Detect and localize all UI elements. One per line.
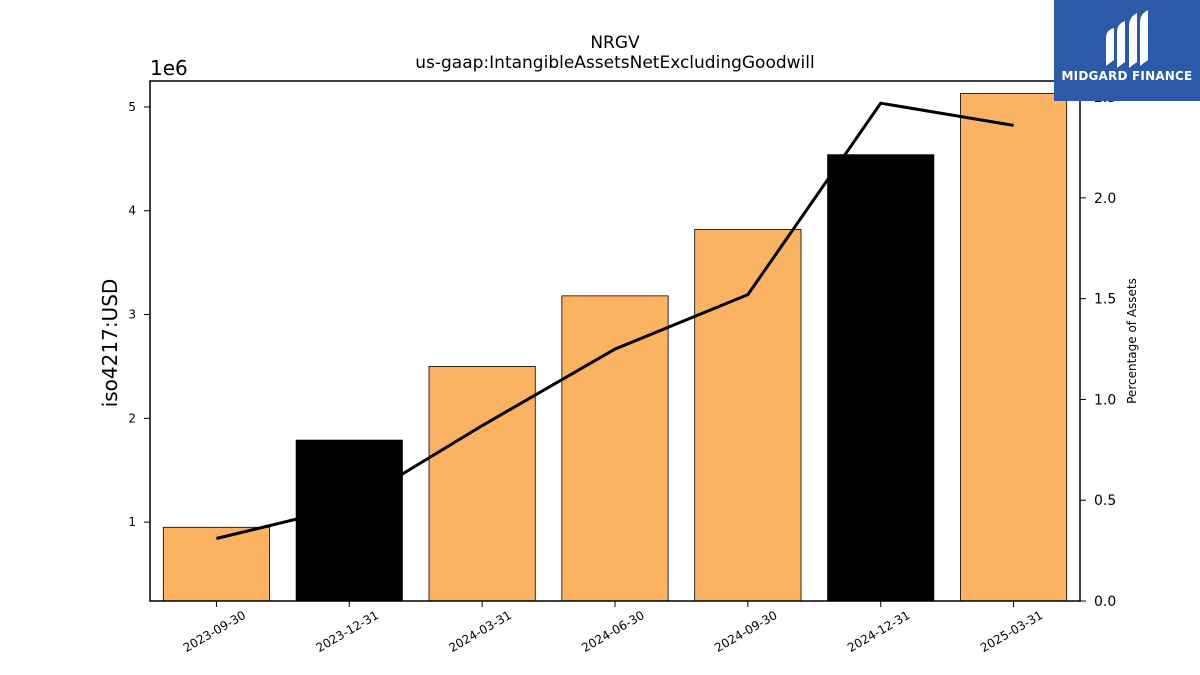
logo-text: MIDGARD FINANCE [1061,69,1193,83]
bar-2023-12-31 [295,439,403,602]
y2-tick-label: 0.5 [1094,493,1116,509]
y-tick-label: 1 [128,515,136,529]
logo-mark-icon [1106,10,1148,68]
bar-2024-12-31 [827,154,935,602]
y2-tick-label: 2.0 [1094,191,1116,207]
y2-tick-label: 0.0 [1094,594,1116,610]
line-layer [216,101,1014,540]
x-tick-label: 2024-09-30 [712,608,779,655]
y2-tick-label: 1.0 [1094,392,1116,408]
x-tick-label: 2023-09-30 [181,608,248,655]
y-axis-label: iso4217:USD [98,279,122,408]
y2-tick-label: 1.5 [1094,292,1116,308]
y-tick-label: 5 [128,100,136,114]
midgard-finance-logo: MIDGARD FINANCE [1054,0,1200,101]
x-tick-label: 2025-03-31 [978,608,1045,655]
chart-subtitle: us-gaap:IntangibleAssetsNetExcludingGood… [415,53,814,73]
y-offset-label: 1e6 [150,56,188,80]
x-tick-label: 2024-06-30 [579,608,646,655]
x-tick-label: 2024-03-31 [446,608,513,655]
bar-2024-09-30 [694,229,802,602]
bar-2023-09-30 [162,526,270,602]
x-tick-label: 2024-12-31 [845,608,912,655]
y-tick-label: 4 [128,204,136,218]
y-tick-label: 2 [128,411,136,425]
bars-layer [162,93,1068,602]
bar-2024-03-31 [428,366,536,602]
x-tick-label: 2023-12-31 [314,608,381,655]
y-tick-label: 3 [128,308,136,322]
bar-2025-03-31 [960,93,1068,602]
bar-2024-06-30 [561,295,669,602]
y2-axis-label: Percentage of Assets [1125,278,1139,404]
chart-title: NRGV [590,33,640,53]
percentage-line [216,101,1014,540]
